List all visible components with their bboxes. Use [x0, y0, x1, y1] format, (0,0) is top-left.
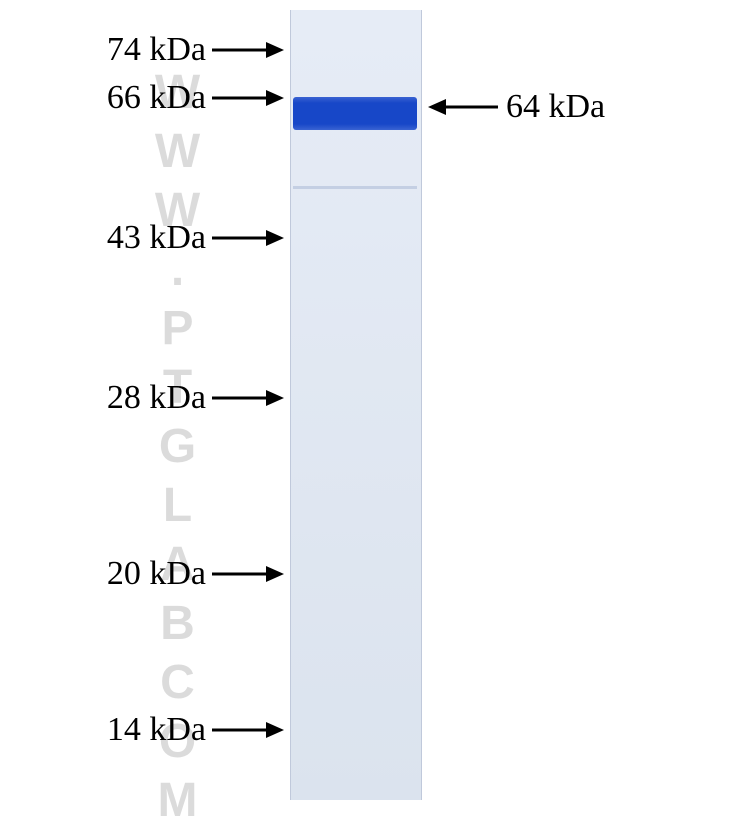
marker-label: 14 kDa	[107, 713, 206, 747]
marker-label: 28 kDa	[107, 381, 206, 415]
gel-figure: 74 kDa 66 kDa 43 kDa 28 kDa 20 kDa 14 kDa 64 k…	[0, 0, 740, 816]
marker-label: 20 kDa	[107, 557, 206, 591]
marker-label: 43 kDa	[107, 221, 206, 255]
marker-label: 66 kDa	[107, 81, 206, 115]
sample-label: 64 kDa	[506, 90, 605, 124]
marker-label: 74 kDa	[107, 33, 206, 67]
